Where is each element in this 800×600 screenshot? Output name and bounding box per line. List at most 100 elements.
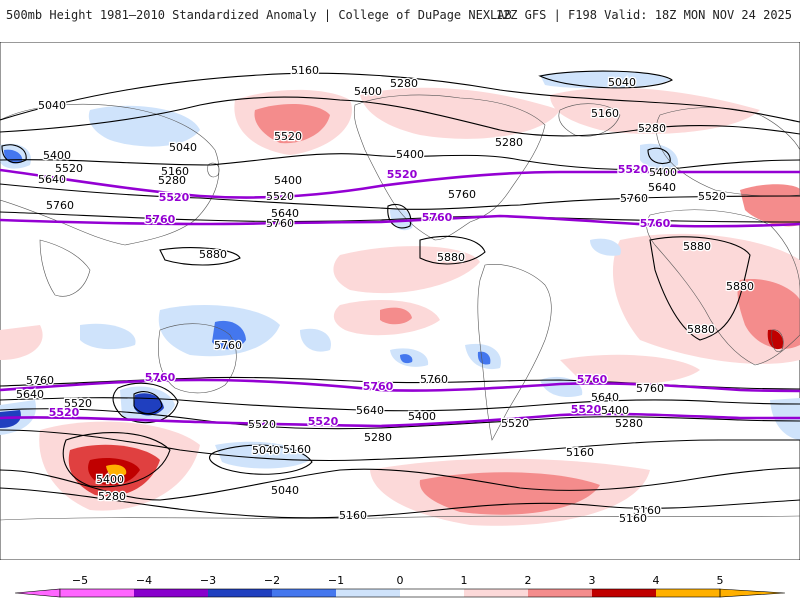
contour-label-5040-49: 5040	[271, 484, 299, 497]
purple-contours	[0, 168, 800, 428]
coastlines	[0, 94, 800, 521]
contour-label-5520-41: 5520	[501, 417, 529, 430]
contour-labels-purple: 5520 5520 5520 5760 5760 5760 5760 5760 5760 5520…	[47, 162, 671, 430]
contour-label-5280-14: 5280	[158, 174, 186, 187]
anomaly-neg-tpac	[300, 328, 331, 352]
contour-label-5640-24: 5640	[271, 207, 299, 220]
coast-australia	[158, 323, 237, 394]
coast-japan	[207, 162, 220, 178]
contour-label-5160-0: 5160	[291, 64, 319, 77]
anomaly-neg-atl	[590, 238, 621, 256]
anomaly-pos-sindian	[0, 325, 43, 360]
contour-label-5400-15: 5400	[396, 148, 424, 161]
colorbar-outline	[59, 588, 721, 598]
anomaly-neg-aus2	[212, 320, 246, 350]
contour-low-aus	[62, 432, 171, 488]
contour-label-5400-16: 5400	[649, 166, 677, 179]
contour-label-5160-53: 5160	[619, 512, 647, 525]
contour-label-5640-12: 5640	[38, 173, 66, 186]
purple-contour-label-5520-9: 5520	[49, 406, 80, 419]
purple-5520-north	[0, 168, 800, 199]
contour-label-5400-10: 5400	[43, 149, 71, 162]
anomaly-pos-epac	[380, 307, 412, 325]
contour-label-5400-2: 5400	[354, 85, 382, 98]
coast-india	[39, 239, 91, 297]
coast-madagascar	[771, 329, 784, 352]
purple-5760-south	[0, 378, 800, 393]
contour-label-5280-50: 5280	[98, 490, 126, 503]
contour-low-gulf	[387, 204, 412, 229]
colorbar-bin-neg3	[208, 589, 272, 597]
contour-5280-south	[0, 467, 800, 501]
contour-label-5520-20: 5520	[698, 190, 726, 203]
anomaly-neg-ind	[80, 323, 136, 350]
anomaly-pos-trop-pac	[333, 246, 480, 294]
contour-label-5520-7: 5520	[274, 130, 302, 143]
anomaly-neg-so2	[540, 376, 583, 398]
colorbar-bin-neg4	[134, 589, 208, 597]
anomaly-pos-saus4	[106, 464, 127, 478]
contour-label-5880-28: 5880	[437, 251, 465, 264]
contour-label-5280-6: 5280	[638, 122, 666, 135]
colorbar-bin-pos2	[528, 589, 592, 597]
contour-label-5760-23: 5760	[448, 188, 476, 201]
purple-contour-label-5760-5: 5760	[640, 217, 671, 230]
contour-label-5760-32: 5760	[26, 374, 54, 387]
purple-contour-label-5520-1: 5520	[618, 163, 649, 176]
colorbar-tick-label-5: 0	[397, 574, 404, 587]
colorbar-arrow-left	[14, 588, 61, 598]
contour-5400-north	[0, 153, 800, 171]
purple-contour-label-5760-7: 5760	[363, 380, 394, 393]
colorbar-bin-pos1	[464, 589, 528, 597]
contour-label-5520-19: 5520	[266, 190, 294, 203]
colorbar-tick-label-10: 5	[717, 574, 724, 587]
colorbar-tick-label-0: −5	[72, 574, 88, 587]
colorbar-ticks: −5 −4 −3 −2 −1 0 1 2 3 4 5	[72, 574, 724, 587]
contour-5760-south	[0, 376, 800, 390]
anomaly-pos-npac-core	[254, 103, 330, 144]
contour-label-5640-35: 5640	[16, 388, 44, 401]
contour-label-5160-13: 5160	[161, 165, 189, 178]
contour-label-5640-36: 5640	[591, 391, 619, 404]
purple-5760-north	[0, 214, 800, 228]
contour-label-5400-38: 5400	[601, 404, 629, 417]
contour-label-5040-9: 5040	[169, 141, 197, 154]
colorbar-tick-label-3: −2	[264, 574, 280, 587]
contour-label-5760-25: 5760	[266, 217, 294, 230]
contour-label-5160-47: 5160	[566, 446, 594, 459]
purple-contour-label-5520-0: 5520	[387, 168, 418, 181]
purple-contour-label-5760-4: 5760	[422, 211, 453, 224]
contour-label-5040-4: 5040	[608, 76, 636, 89]
contour-label-5400-17: 5400	[274, 174, 302, 187]
model-valid-time: 12Z GFS | F198 Valid: 18Z MON NOV 24 202…	[495, 8, 792, 22]
map-title: 500mb Height 1981–2010 Standardized Anom…	[6, 8, 512, 22]
contour-label-5280-42: 5280	[615, 417, 643, 430]
contour-label-5160-5: 5160	[591, 107, 619, 120]
colorbar-tick-label-2: −3	[200, 574, 216, 587]
contour-5400-south	[0, 429, 800, 462]
anomaly-pos-nam	[360, 87, 560, 139]
contour-label-5760-33: 5760	[420, 373, 448, 386]
contour-label-5880-29: 5880	[726, 280, 754, 293]
contour-label-5760-34: 5760	[636, 382, 664, 395]
purple-5520-south	[0, 412, 800, 428]
contour-5040-arctic	[538, 70, 673, 89]
colorbar-tick-label-4: −1	[328, 574, 344, 587]
contour-5520-south	[0, 408, 800, 430]
contour-label-5400-40: 5400	[408, 410, 436, 423]
anomaly-neg-so	[215, 441, 310, 469]
contour-label-5280-8: 5280	[495, 136, 523, 149]
contour-label-5280-3: 5280	[390, 77, 418, 90]
contour-label-5520-43: 5520	[248, 418, 276, 431]
colorbar-bin-pos3	[592, 589, 656, 597]
anomaly-neg-arctic	[540, 70, 670, 89]
contour-low-saus-inner	[133, 391, 163, 415]
contour-5880-afr	[649, 236, 751, 341]
contour-label-5400-48: 5400	[96, 473, 124, 486]
purple-contour-label-5760-3: 5760	[145, 213, 176, 226]
contour-label-5880-30: 5880	[687, 323, 715, 336]
purple-contour-label-5760-8: 5760	[577, 373, 608, 386]
contour-5880-nh	[159, 247, 241, 266]
anomaly-neg-npac	[88, 105, 200, 147]
